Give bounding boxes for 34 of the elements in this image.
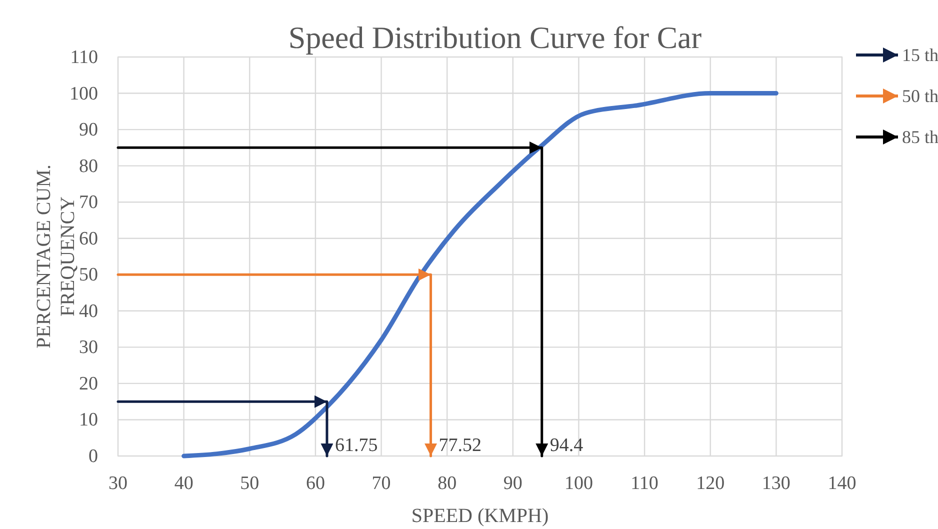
annotation: 77.52 [438,435,482,456]
legend-label: 85 th [902,127,938,147]
x-axis-title: SPEED (KMPH) [411,505,549,527]
y-tick-label: 110 [70,47,98,68]
y-tick-label: 50 [79,264,98,286]
annotation: 61.75 [334,435,378,456]
y-tick-label: 90 [79,120,98,141]
x-tick-label: 130 [762,473,790,494]
y-tick-label: 40 [79,300,98,322]
legend-label: 50 th [902,86,938,106]
annotation: 94.4 [550,435,584,456]
legend-label: 15 th [902,45,938,65]
y-tick-label: 30 [79,337,98,358]
line-series [182,91,778,458]
y-tick-label: 80 [79,156,98,177]
y-axis-title: PERCENTAGE CUM. FREQUENCY [33,164,79,348]
y-tick-label: 100 [70,83,98,104]
x-tick-label: 30 [108,473,128,494]
x-tick-label: 120 [696,473,725,494]
x-tick-label: 90 [503,473,522,494]
y-tick-label: 60 [79,228,98,250]
x-tick-label: 110 [630,473,658,494]
y-tick-label: 0 [88,446,98,467]
x-tick-label: 100 [564,473,593,494]
x-tick-label: 140 [828,473,856,494]
x-tick-label: 80 [438,473,457,494]
y-tick-label: 10 [79,410,98,431]
chart-title: Speed Distribution Curve for Car [288,20,702,55]
x-tick-label: 40 [174,473,194,494]
y-tick-label: 70 [79,192,98,214]
y-tick-label: 20 [79,373,98,394]
x-tick-label: 70 [372,473,391,494]
x-tick-label: 60 [306,473,325,494]
x-tick-label: 50 [240,473,260,494]
